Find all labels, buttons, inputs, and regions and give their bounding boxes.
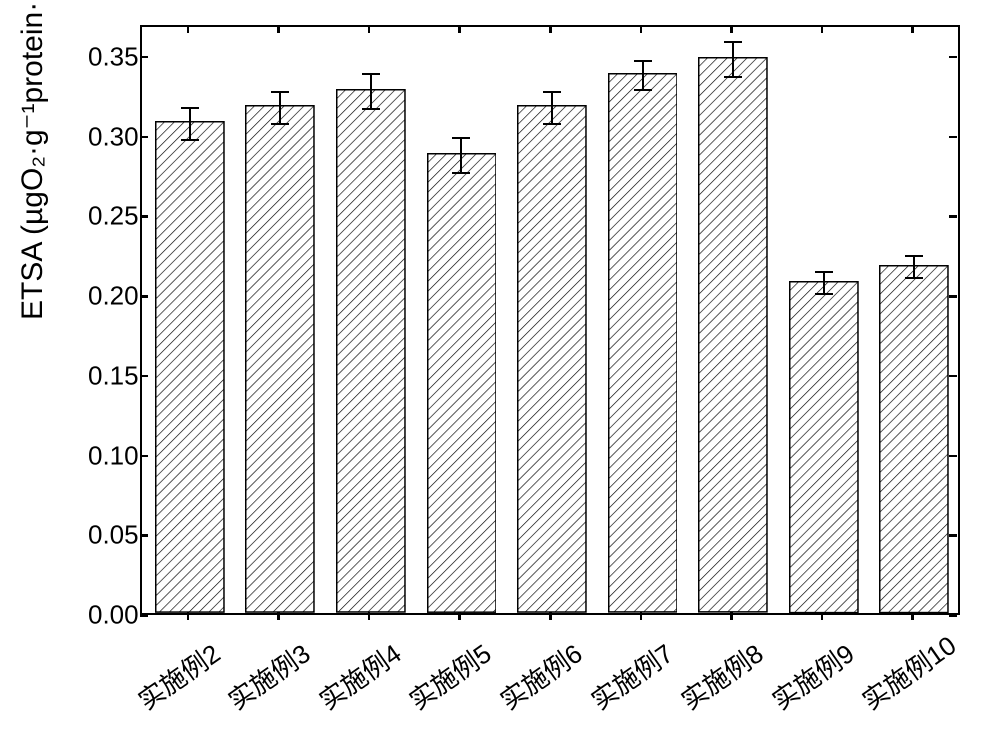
x-tick-label: 实施例4	[311, 634, 408, 717]
y-tick-label: 0.10	[88, 440, 136, 471]
x-tick-mark	[368, 612, 371, 620]
x-tick-mark	[911, 25, 914, 33]
x-tick-label: 实施例9	[763, 634, 860, 717]
y-tick-mark	[949, 614, 957, 617]
x-tick-label: 实施例8	[673, 634, 770, 717]
x-tick-label: 实施例5	[401, 634, 498, 717]
y-tick-mark	[949, 375, 957, 378]
error-bar	[370, 73, 372, 108]
y-tick-label: 0.20	[88, 281, 136, 312]
x-tick-label: 实施例7	[582, 634, 679, 717]
x-tick-mark	[187, 612, 190, 620]
y-tick-label: 0.05	[88, 520, 136, 551]
error-bar	[279, 91, 281, 123]
x-tick-label: 实施例2	[130, 634, 227, 717]
y-tick-mark	[949, 56, 957, 59]
bar	[155, 121, 225, 613]
x-tick-mark	[730, 612, 733, 620]
x-tick-mark	[368, 25, 371, 33]
error-bar	[551, 91, 553, 123]
bar	[879, 265, 949, 613]
error-cap	[724, 76, 742, 78]
bar	[336, 89, 406, 613]
y-tick-mark	[949, 534, 957, 537]
error-cap	[271, 123, 289, 125]
error-cap	[543, 91, 561, 93]
y-axis-label-text: ETSA (µgO₂·g⁻¹protein·min⁻¹)	[16, 0, 49, 320]
y-tick-label: 0.30	[88, 121, 136, 152]
error-cap	[815, 271, 833, 273]
y-tick-label: 0.25	[88, 201, 136, 232]
x-tick-mark	[640, 612, 643, 620]
error-cap	[724, 41, 742, 43]
y-tick-mark	[140, 136, 148, 139]
y-tick-mark	[140, 295, 148, 298]
error-cap	[452, 172, 470, 174]
error-bar	[642, 60, 644, 89]
error-cap	[181, 107, 199, 109]
y-tick-mark	[949, 215, 957, 218]
error-cap	[452, 137, 470, 139]
bar	[245, 105, 315, 613]
y-axis-label: ETSA (µgO₂·g⁻¹protein·min⁻¹)	[15, 0, 50, 320]
bar	[789, 281, 859, 613]
x-tick-mark	[277, 25, 280, 33]
x-tick-mark	[549, 612, 552, 620]
x-tick-mark	[458, 25, 461, 33]
x-tick-label: 实施例10	[854, 626, 963, 718]
x-tick-label: 实施例3	[220, 634, 317, 717]
y-tick-mark	[949, 295, 957, 298]
error-bar	[823, 271, 825, 293]
bar	[698, 57, 768, 613]
y-tick-mark	[140, 534, 148, 537]
y-tick-label: 0.35	[88, 41, 136, 72]
x-tick-mark	[640, 25, 643, 33]
error-cap	[634, 89, 652, 91]
error-cap	[634, 60, 652, 62]
error-bar	[460, 137, 462, 172]
x-tick-mark	[821, 25, 824, 33]
bar	[427, 153, 497, 613]
error-cap	[271, 91, 289, 93]
error-cap	[543, 123, 561, 125]
x-tick-mark	[187, 25, 190, 33]
x-tick-mark	[730, 25, 733, 33]
bar	[517, 105, 587, 613]
error-bar	[189, 107, 191, 139]
error-cap	[181, 139, 199, 141]
error-cap	[905, 277, 923, 279]
y-tick-mark	[140, 614, 148, 617]
y-tick-mark	[140, 215, 148, 218]
y-tick-mark	[140, 455, 148, 458]
chart-container: ETSA (µgO₂·g⁻¹protein·min⁻¹) 0.00 0.05 0.1…	[0, 0, 1000, 730]
y-tick-mark	[949, 455, 957, 458]
error-cap	[362, 73, 380, 75]
x-tick-mark	[911, 612, 914, 620]
x-tick-mark	[821, 612, 824, 620]
x-tick-mark	[277, 612, 280, 620]
bars-layer	[142, 27, 958, 613]
error-cap	[362, 108, 380, 110]
error-bar	[732, 41, 734, 76]
plot-area	[140, 25, 960, 615]
error-bar	[913, 255, 915, 277]
y-tick-mark	[140, 375, 148, 378]
x-tick-mark	[458, 612, 461, 620]
error-cap	[905, 255, 923, 257]
y-tick-label: 0.15	[88, 360, 136, 391]
y-tick-mark	[949, 136, 957, 139]
y-tick-mark	[140, 56, 148, 59]
bar	[608, 73, 678, 613]
error-cap	[815, 293, 833, 295]
x-tick-label: 实施例6	[492, 634, 589, 717]
x-tick-mark	[549, 25, 552, 33]
y-tick-label: 0.00	[88, 600, 136, 631]
